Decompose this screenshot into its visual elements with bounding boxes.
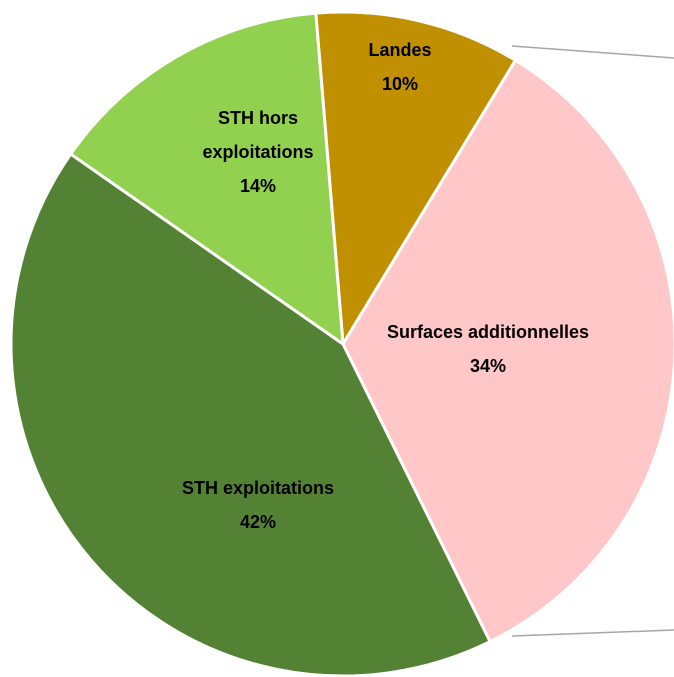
value-label: 34% <box>469 356 507 376</box>
value-label: 14% <box>239 176 277 196</box>
pie-slice <box>314 10 518 349</box>
pie-slice <box>68 11 345 348</box>
value-label: 10% <box>381 74 419 94</box>
connector-line <box>511 629 674 637</box>
pie-slice <box>341 58 674 644</box>
slice-label: STH hors exploitations <box>202 108 314 162</box>
pie-slice <box>9 151 493 677</box>
slice-label: STH exploitations <box>181 478 335 498</box>
slice-label: Landes <box>368 40 432 60</box>
value-label: 42% <box>239 512 277 532</box>
connector-line <box>511 45 674 59</box>
slice-label: Surfaces additionnelles <box>386 322 590 342</box>
